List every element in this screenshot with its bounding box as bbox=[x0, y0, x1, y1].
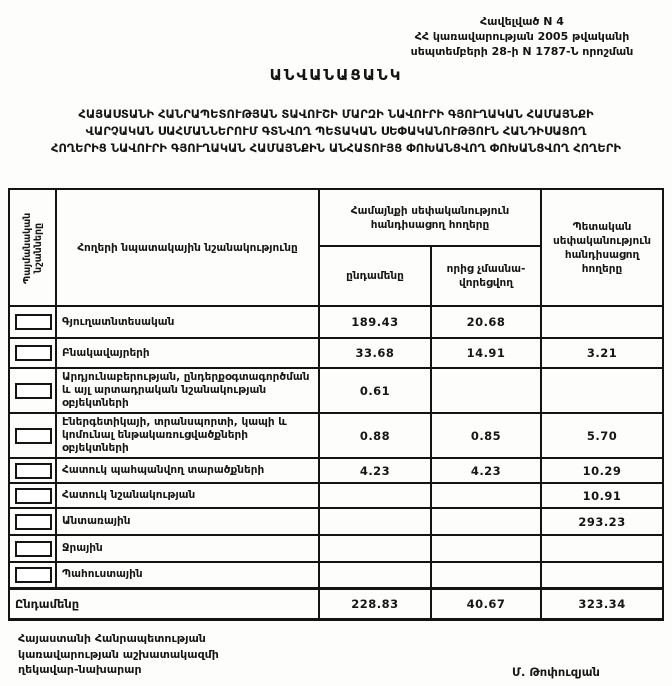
column-header-community: Համայնքի սեփականություն հանդիսացող հողեր… bbox=[317, 188, 543, 247]
legend-box-icon bbox=[15, 314, 52, 330]
value-nonprivatized: 4.23 bbox=[429, 457, 543, 484]
signatory-name: Մ. Թոփուզյան bbox=[512, 665, 600, 679]
land-category-label: Բնակավայրերի bbox=[55, 337, 320, 369]
legend-box-icon bbox=[15, 513, 52, 530]
signs-header-vertical-text: Պայմանական նշանները bbox=[21, 211, 44, 284]
land-category-label: Հատուկ պահպանվող տարածքների bbox=[55, 457, 320, 484]
value-total bbox=[318, 561, 432, 589]
appendix-line: ՀՀ կառավարության 2005 թվականի bbox=[414, 30, 630, 43]
value-state: 10.91 bbox=[540, 482, 665, 509]
value-state: 3.21 bbox=[540, 337, 665, 369]
legend-box-icon bbox=[15, 345, 52, 361]
table-row: Ջրային bbox=[8, 534, 665, 563]
land-category-label: Էներգետիկայի, տրանսպորտի, կապի և կոմունա… bbox=[55, 412, 320, 459]
appendix-reference: Հավելված N 4 ՀՀ կառավարության 2005 թվակա… bbox=[378, 14, 666, 59]
sign-cell bbox=[8, 412, 57, 459]
value-state bbox=[540, 561, 665, 589]
legend-box-icon bbox=[15, 487, 52, 504]
subtitle-line: ՎԱՐՉԱԿԱՆ ՍԱՀՄԱՆՆԵՐՈՒՄ ԳՏՆՎՈՂ ՊԵՏԱԿԱՆ ՍԵՓ… bbox=[85, 124, 587, 138]
legend-box-icon bbox=[15, 540, 52, 557]
table-row: Անտառային 293.23 bbox=[8, 507, 665, 536]
value-nonprivatized bbox=[429, 367, 543, 414]
table-row: Հատուկ նշանակության 10.91 bbox=[8, 482, 665, 509]
value-total: 0.88 bbox=[318, 412, 432, 459]
sign-cell bbox=[8, 457, 57, 484]
value-state bbox=[540, 534, 665, 563]
land-category-label: Ջրային bbox=[55, 534, 320, 563]
sign-cell bbox=[8, 337, 57, 369]
table-row: Էներգետիկայի, տրանսպորտի, կապի և կոմունա… bbox=[8, 412, 665, 459]
total-row-label: Ընդամենը bbox=[8, 586, 320, 621]
value-total: 189.43 bbox=[318, 305, 432, 339]
column-header-nonprivatized: որից չմասնա­վորեցվող bbox=[429, 245, 543, 307]
signatory-title-line: կառավարության աշխատակազմի bbox=[18, 647, 219, 661]
sign-cell bbox=[8, 482, 57, 509]
value-total bbox=[318, 534, 432, 563]
value-total: 0.61 bbox=[318, 367, 432, 414]
legend-box-icon bbox=[15, 566, 52, 583]
column-header-purpose: Հողերի նպատակային նշանակությունը bbox=[55, 188, 320, 307]
land-category-label: Անտառային bbox=[55, 507, 320, 536]
value-nonprivatized bbox=[429, 561, 543, 589]
value-state: 10.29 bbox=[540, 457, 665, 484]
value-state bbox=[540, 367, 665, 414]
legend-box-icon bbox=[15, 382, 52, 399]
value-total bbox=[318, 482, 432, 509]
column-header-total: ընդամենը bbox=[318, 245, 432, 307]
table-row: Արդյունաբերության, ընդերքօգտագործման և ա… bbox=[8, 367, 665, 414]
document-subtitle: ՀԱՅԱՍՏԱՆԻ ՀԱՆՐԱՊԵՏՈՒԹՅԱՆ ՏԱՎՈՒՇԻ ՄԱՐԶԻ Ն… bbox=[6, 106, 666, 157]
sign-cell bbox=[8, 305, 57, 339]
value-total bbox=[318, 507, 432, 536]
value-nonprivatized bbox=[429, 534, 543, 563]
signatory-title-block: Հայաստանի Հանրապետության կառավարության ա… bbox=[18, 631, 219, 678]
column-header-signs: Պայմանական նշանները bbox=[8, 188, 57, 307]
sign-cell bbox=[8, 367, 57, 414]
appendix-line: սեպտեմբերի 28-ի N 1787-Ն որոշման bbox=[410, 45, 634, 58]
value-nonprivatized: 0.85 bbox=[429, 412, 543, 459]
subtitle-line: ՀԱՅԱՍՏԱՆԻ ՀԱՆՐԱՊԵՏՈՒԹՅԱՆ ՏԱՎՈՒՇԻ ՄԱՐԶԻ Ն… bbox=[78, 107, 594, 121]
subtitle-line: ՀՈՂԵՐԻՑ ՆԱՎՈՒՐԻ ԳՅՈՒՂԱԿԱՆ ՀԱՄԱՅՆՔԻՆ ԱՆՀԱ… bbox=[50, 141, 622, 155]
sign-cell bbox=[8, 534, 57, 563]
column-header-state: Պետական սեփականություն հանդիսացող հողերը bbox=[540, 188, 665, 307]
value-nonprivatized bbox=[429, 482, 543, 509]
total-value-total: 228.83 bbox=[318, 586, 432, 621]
table-row: Գյուղատնտեսական 189.43 20.68 bbox=[8, 305, 665, 339]
land-category-label: Գյուղատնտեսական bbox=[55, 305, 320, 339]
value-nonprivatized: 20.68 bbox=[429, 305, 543, 339]
value-total: 4.23 bbox=[318, 457, 432, 484]
value-nonprivatized: 14.91 bbox=[429, 337, 543, 369]
signatory-title-line: ղեկավար-նախարար bbox=[18, 663, 142, 676]
sign-cell bbox=[8, 507, 57, 536]
value-state: 5.70 bbox=[540, 412, 665, 459]
table-total-row: Ընդամենը 228.83 40.67 323.34 bbox=[8, 586, 665, 621]
total-value-nonprivatized: 40.67 bbox=[429, 586, 543, 621]
total-value-state: 323.34 bbox=[540, 586, 665, 621]
value-state bbox=[540, 305, 665, 339]
legend-box-icon bbox=[15, 462, 52, 479]
appendix-line: Հավելված N 4 bbox=[480, 15, 564, 28]
land-category-label: Պահուստային bbox=[55, 561, 320, 589]
legend-box-icon bbox=[15, 427, 52, 444]
table-row: Հատուկ պահպանվող տարածքների 4.23 4.23 10… bbox=[8, 457, 665, 484]
value-total: 33.68 bbox=[318, 337, 432, 369]
value-nonprivatized bbox=[429, 507, 543, 536]
value-state: 293.23 bbox=[540, 507, 665, 536]
land-allocation-table: Պայմանական նշանները Հողերի նպատակային նշ… bbox=[8, 188, 665, 621]
signatory-title-line: Հայաստանի Հանրապետության bbox=[18, 632, 206, 645]
table-row: Պահուստային bbox=[8, 561, 665, 589]
sign-cell bbox=[8, 561, 57, 589]
land-category-label: Հատուկ նշանակության bbox=[55, 482, 320, 509]
page-title: ԱՆՎԱՆԱՑԱՆԿ bbox=[269, 66, 403, 84]
table-row: Բնակավայրերի 33.68 14.91 3.21 bbox=[8, 337, 665, 369]
land-category-label: Արդյունաբերության, ընդերքօգտագործման և ա… bbox=[55, 367, 320, 414]
